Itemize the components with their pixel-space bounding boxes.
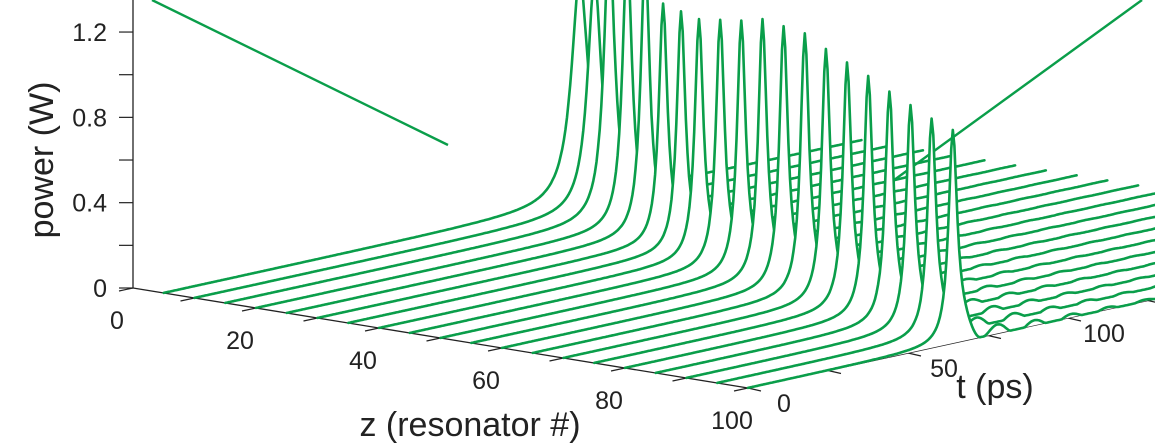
trace-line	[746, 128, 1155, 390]
resonator-tick-label: 20	[226, 327, 254, 355]
resonator-tick-label: 80	[595, 387, 623, 415]
trace-line	[316, 2, 1017, 320]
resonator-tick-mark	[118, 287, 134, 292]
view-guide-right	[889, 0, 1143, 184]
y-axis-title: t (ps)	[956, 368, 1033, 406]
resonator-tick-label: 60	[472, 367, 500, 395]
resonator-tick-mark	[549, 357, 564, 362]
time-tick-mark	[827, 369, 842, 375]
trace-line	[715, 117, 1155, 385]
view-guide-left	[151, 0, 449, 147]
time-tick-label: 100	[1083, 320, 1125, 348]
resonator-tick-mark	[241, 307, 257, 312]
resonator-tick-mark	[364, 327, 380, 332]
resonator-tick-mark	[487, 347, 503, 352]
power-tick-label: 1.2	[72, 19, 107, 47]
resonator-tick-mark	[180, 297, 195, 302]
power-tick-label: 0.8	[72, 104, 107, 132]
trace-line	[685, 103, 1155, 380]
time-tick-label: 50	[930, 355, 958, 383]
resonator-tick-mark	[303, 317, 318, 322]
x-axis-title: z (resonator #)	[359, 406, 580, 444]
axes	[118, 0, 1155, 392]
time-tick-mark	[987, 334, 1002, 340]
trace-line	[193, 0, 894, 300]
resonator-tick-mark	[426, 337, 441, 342]
time-tick-mark	[1067, 317, 1082, 322]
traces	[162, 0, 1155, 390]
power-tick-label: 0	[93, 275, 107, 303]
trace-line	[254, 0, 955, 310]
time-tick-mark	[907, 352, 922, 357]
trace-fill	[748, 129, 1155, 388]
z-axis-title: power (W)	[23, 82, 61, 239]
trace-line	[654, 90, 1155, 375]
resonator-tick-mark	[733, 387, 749, 392]
resonator-tick-mark	[610, 367, 626, 372]
trace-line	[623, 74, 1155, 370]
resonator-tick-mark	[672, 377, 687, 382]
trace-fill	[317, 3, 1016, 318]
resonator-tick-label: 100	[711, 407, 753, 435]
power-tick-label: 0.4	[72, 190, 107, 218]
resonator-tick-label: 40	[349, 347, 377, 375]
trace-fill	[717, 118, 1155, 383]
tick-labels: 00.40.81.2020406080100050100150200250	[72, 19, 1125, 435]
resonator-tick-label: 0	[110, 307, 124, 335]
time-tick-label: 0	[777, 390, 791, 418]
time-tick-mark	[1147, 299, 1155, 303]
